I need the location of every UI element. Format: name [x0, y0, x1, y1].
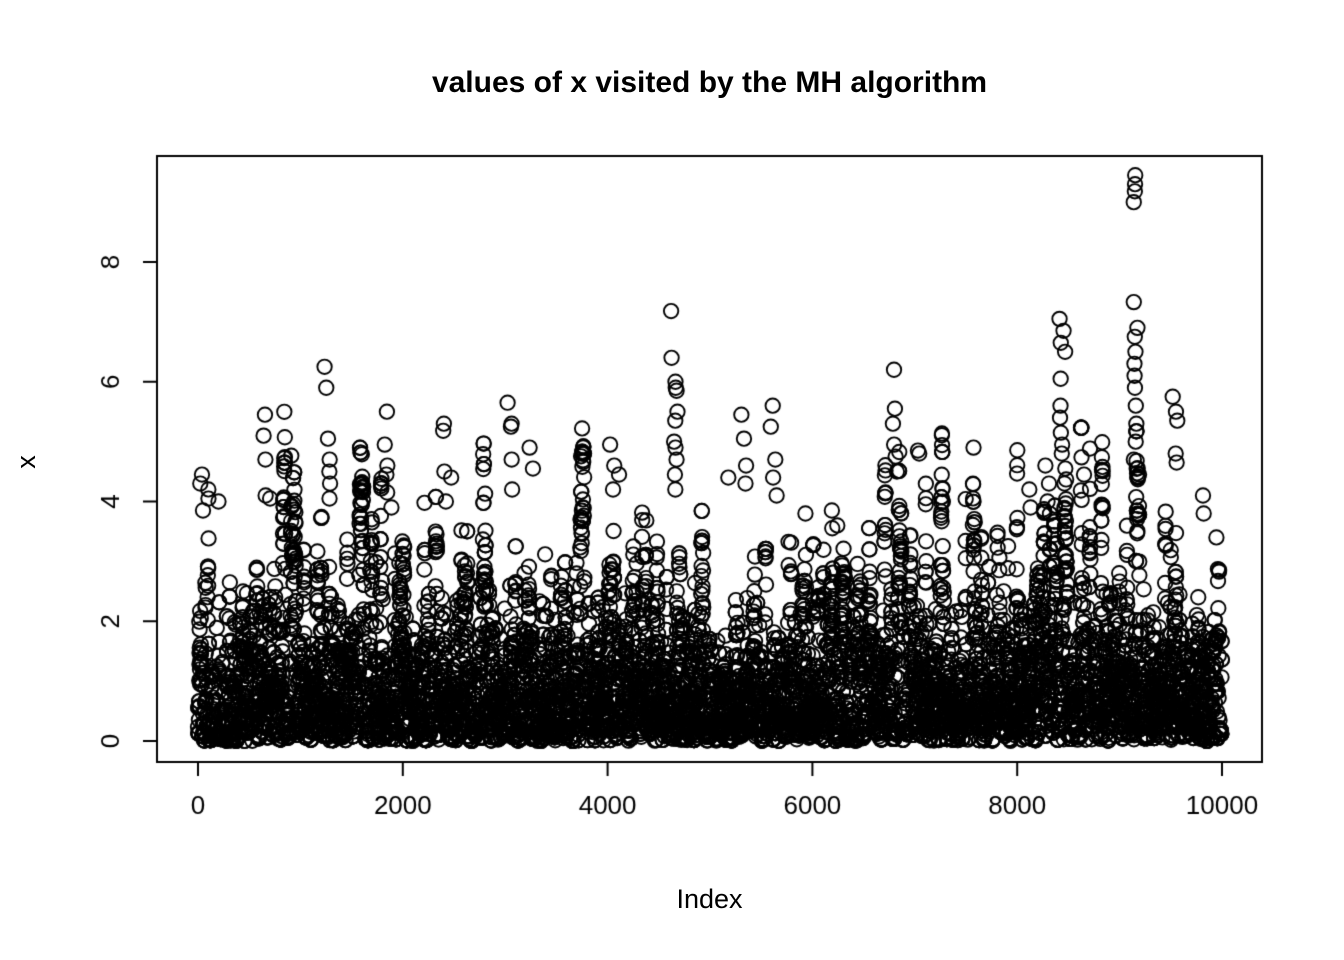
- x-axis-label: Index: [676, 884, 743, 914]
- chart-title: values of x visited by the MH algorithm: [431, 66, 988, 99]
- y-axis-label: x: [11, 455, 41, 469]
